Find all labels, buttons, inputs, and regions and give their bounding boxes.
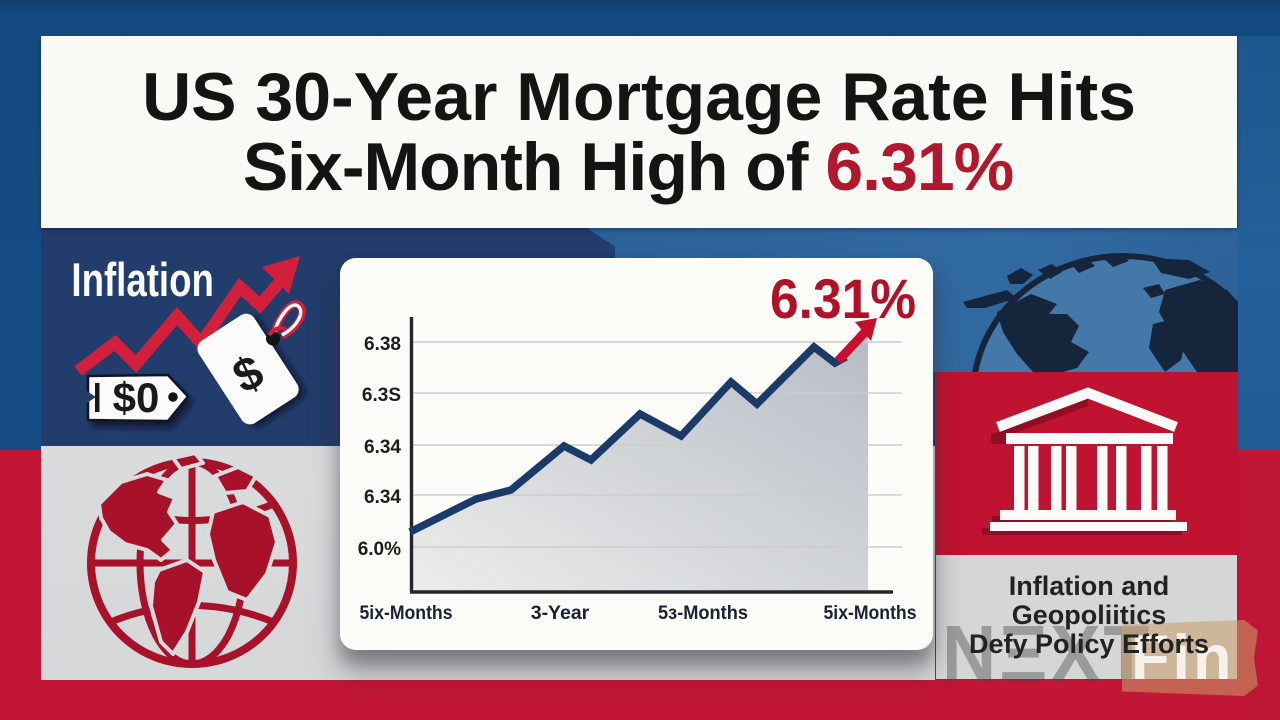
svg-text:6.0%: 6.0% bbox=[358, 539, 401, 560]
svg-text:6.31%: 6.31% bbox=[770, 267, 916, 330]
svg-text:3-Year: 3-Year bbox=[531, 602, 590, 624]
svg-text:Inflation: Inflation bbox=[71, 254, 213, 306]
svg-text:5ix-Months: 5ix-Months bbox=[360, 602, 453, 624]
svg-text:5з-Months: 5з-Months bbox=[658, 602, 748, 624]
svg-text:6.38: 6.38 bbox=[364, 334, 401, 355]
svg-text:6.34: 6.34 bbox=[364, 437, 401, 458]
svg-text:5ix-Months: 5ix-Months bbox=[824, 602, 917, 624]
svg-text:6.34: 6.34 bbox=[364, 487, 401, 508]
svg-text:6.3S: 6.3S bbox=[362, 385, 401, 406]
svg-text:$0: $0 bbox=[113, 374, 160, 421]
